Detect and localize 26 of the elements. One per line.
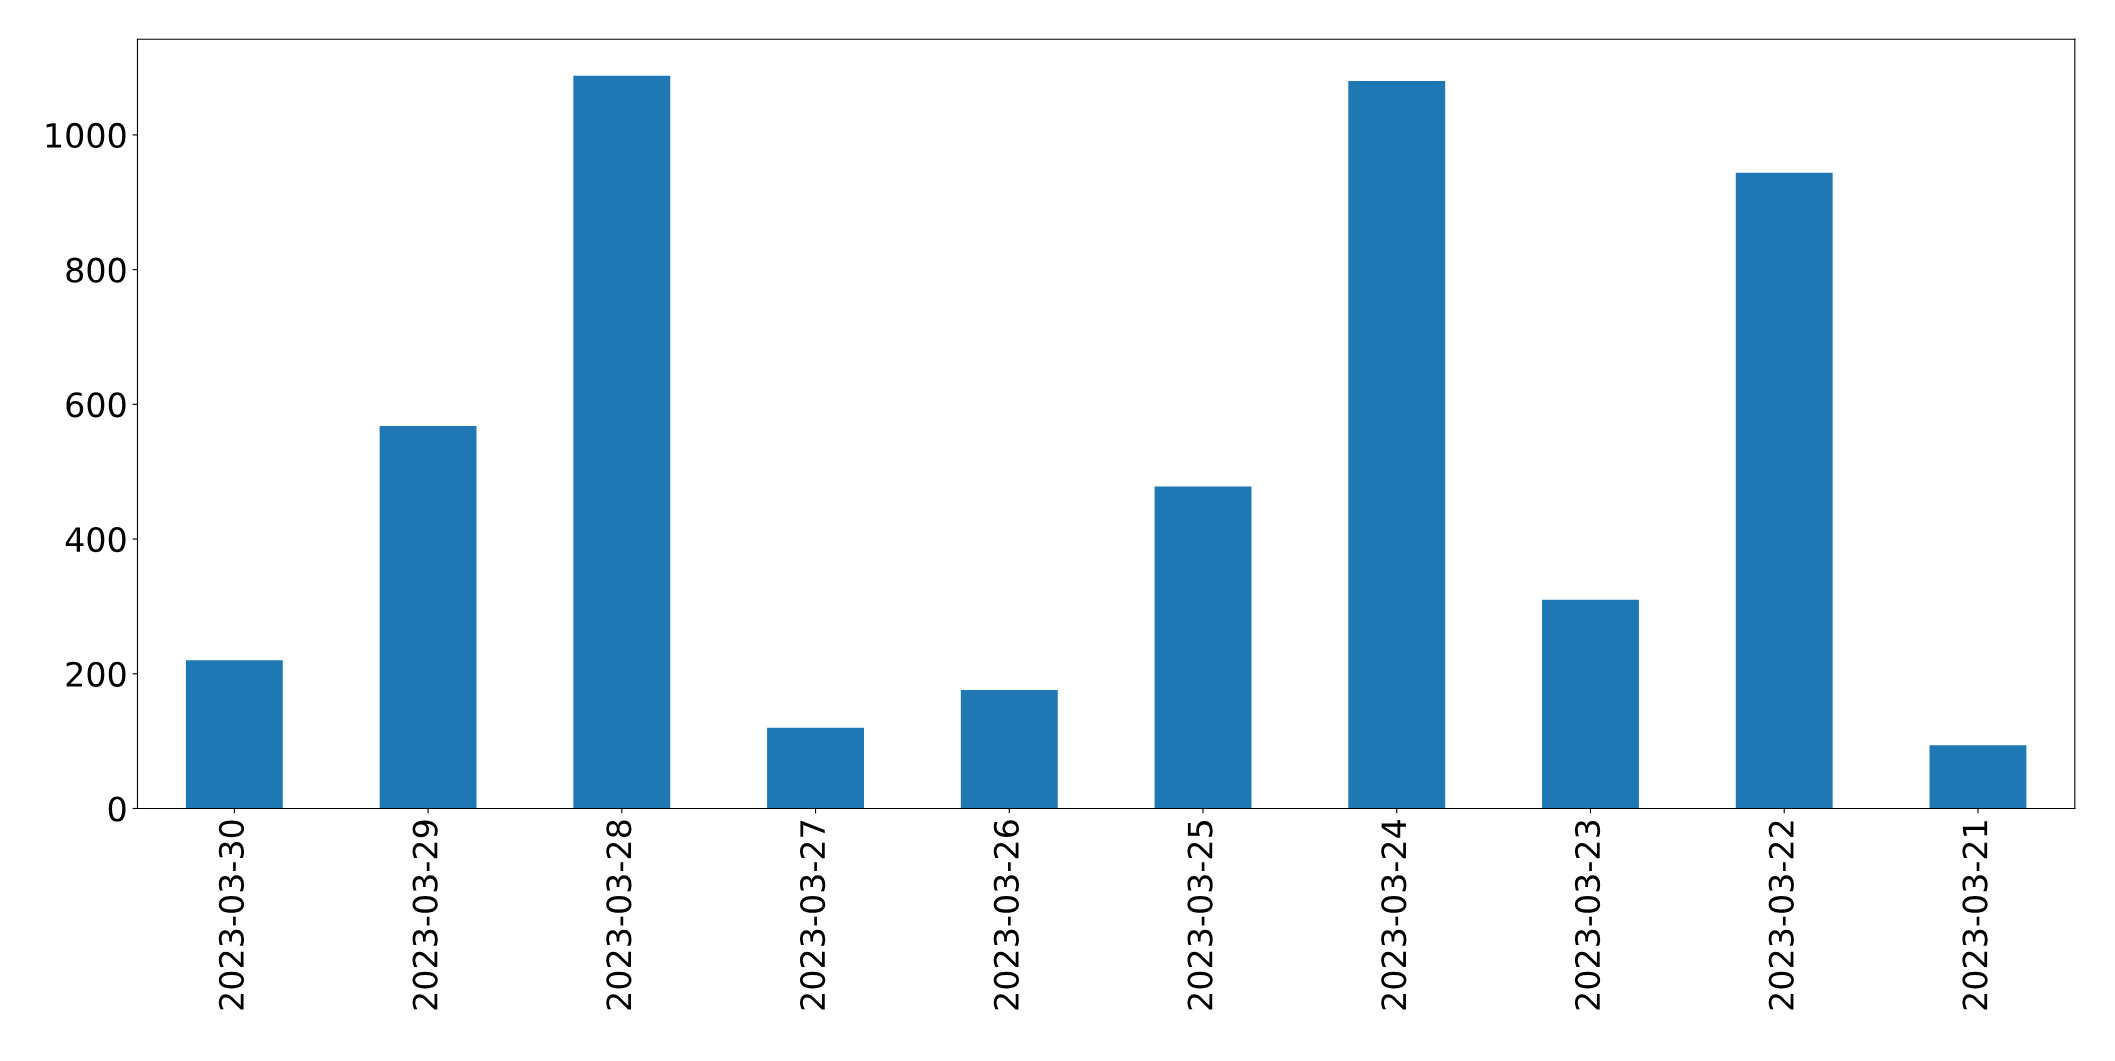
x-tick-label: 2023-03-22 [1768, 821, 1794, 1010]
bar [1735, 172, 1833, 809]
x-tick-label: 2023-03-30 [218, 820, 245, 1010]
bar [185, 660, 283, 809]
bar [1929, 745, 2027, 809]
y-tick-label: 0 [108, 796, 126, 822]
x-tick-label: 2023-03-24 [1381, 820, 1407, 1010]
y-tick-label: 800 [66, 257, 126, 283]
bar [573, 75, 671, 809]
x-tick-label: 2023-03-29 [412, 820, 438, 1010]
y-tick-label: 200 [66, 661, 126, 687]
bar [1154, 486, 1252, 809]
y-tick-label: 600 [66, 392, 126, 418]
x-tick-label: 2023-03-28 [606, 820, 632, 1010]
x-tick-label: 2023-03-23 [1574, 820, 1601, 1010]
x-tick-label: 2023-03-27 [800, 821, 826, 1010]
bar [767, 727, 864, 809]
y-tick-label: 400 [65, 526, 126, 553]
y-tick-label: 1000 [46, 122, 126, 149]
bar [1542, 599, 1639, 809]
x-tick-label: 2023-03-21 [1962, 821, 1988, 1010]
bar [1348, 81, 1446, 809]
x-tick-label: 2023-03-26 [993, 820, 1019, 1010]
x-tick-label: 2023-03-25 [1187, 821, 1213, 1010]
bar [379, 425, 477, 809]
bar [960, 689, 1058, 809]
